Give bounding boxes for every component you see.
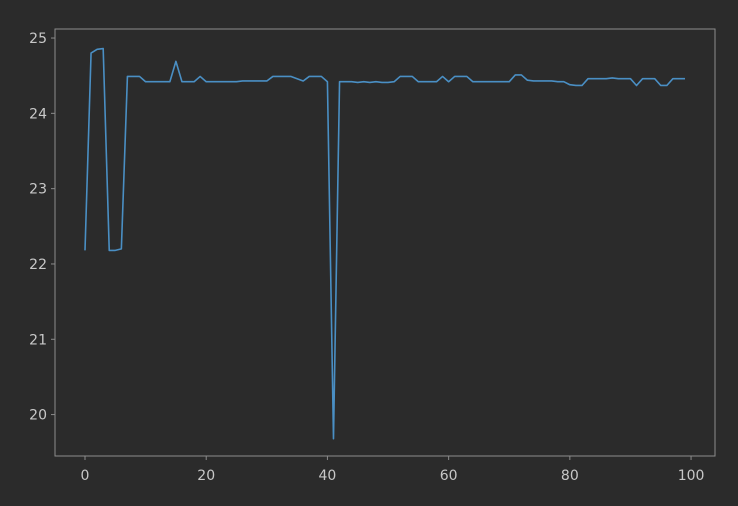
- x-tick-label: 60: [440, 468, 458, 484]
- x-tick-label: 0: [81, 468, 90, 484]
- axes-frame: [54, 28, 716, 457]
- plot-area: [84, 47, 685, 440]
- y-tick-label: 22: [29, 257, 47, 273]
- y-tick-label: 24: [29, 106, 47, 122]
- x-tick-label: 100: [678, 468, 705, 484]
- series-line-0: [84, 47, 685, 440]
- y-tick-label: 23: [29, 182, 47, 198]
- x-tick-label: 40: [319, 468, 337, 484]
- x-tick-label: 80: [561, 468, 579, 484]
- y-tick-label: 25: [29, 31, 47, 47]
- y-tick-label: 20: [29, 408, 47, 424]
- x-tick-label: 20: [197, 468, 215, 484]
- y-axis: 20 21 22 23 24 25: [29, 31, 55, 424]
- x-axis: 0 20 40 60 80 100: [81, 456, 705, 484]
- y-tick-label: 21: [29, 332, 47, 348]
